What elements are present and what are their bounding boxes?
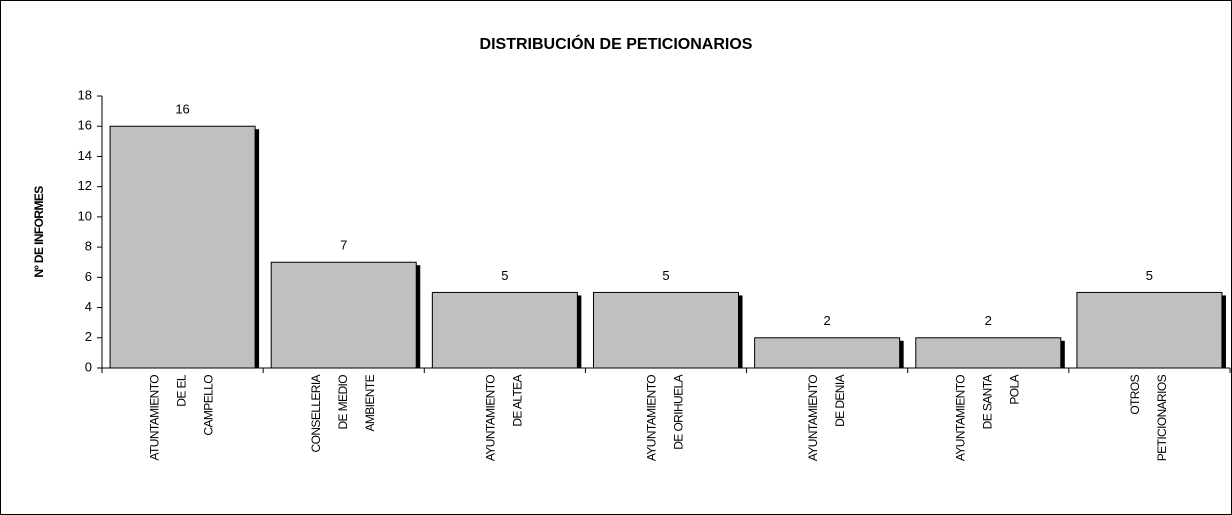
bar <box>592 291 740 369</box>
value-label: 5 <box>501 268 508 283</box>
y-tick-label: 14 <box>78 148 92 163</box>
x-tick-label: CONSELLERIA <box>309 374 323 452</box>
value-label: 5 <box>1146 268 1153 283</box>
y-tick-label: 10 <box>78 208 92 223</box>
y-axis-label: Nº DE INFORMES <box>32 186 46 278</box>
value-label: 2 <box>824 313 831 328</box>
y-tick-label: 4 <box>85 299 92 314</box>
x-tick-label: DE ORIHUELA <box>672 374 686 449</box>
bar <box>915 337 1062 369</box>
bar <box>109 125 256 369</box>
value-label: 5 <box>662 268 669 283</box>
y-tick-label: 12 <box>78 178 92 193</box>
bar <box>270 261 417 369</box>
x-tick-label: ATUNTAMIENTO <box>148 375 162 461</box>
y-tick-label: 6 <box>85 269 92 284</box>
y-tick-label: 16 <box>78 118 92 133</box>
x-tick-label: AMBIENTE <box>363 374 377 431</box>
value-label: 7 <box>340 238 347 253</box>
chart-title: DISTRIBUCIÓN DE PETICIONARIOS <box>480 34 753 53</box>
y-tick-label: 0 <box>85 359 92 374</box>
x-tick-label: POLA <box>1007 374 1021 404</box>
value-label: 2 <box>985 313 992 328</box>
bar <box>431 291 578 369</box>
x-tick-label: CAMPELLO <box>202 375 216 436</box>
bar <box>754 337 901 369</box>
x-tick-label: DE ALTEA <box>511 374 525 426</box>
y-tick-label: 18 <box>78 87 92 102</box>
x-tick-label: AYUNTAMIENTO <box>953 375 967 461</box>
x-tick-label: AYUNTAMIENTO <box>484 375 498 461</box>
x-tick-label: AYUNTAMIENTO <box>806 375 820 461</box>
x-tick-label: PETICIONARIOS <box>1155 374 1169 461</box>
x-tick-label: DE MEDIO <box>336 375 350 430</box>
x-tick-label: DE DENIA <box>833 374 847 426</box>
x-tick-label: DE EL <box>175 374 189 407</box>
y-tick-label: 2 <box>85 329 92 344</box>
y-tick-label: 8 <box>85 239 92 254</box>
value-label: 16 <box>175 102 189 117</box>
x-tick-label: AYUNTAMIENTO <box>645 375 659 461</box>
x-tick-label: OTROS <box>1128 374 1142 414</box>
bar <box>1076 291 1223 369</box>
x-tick-label: DE SANTA <box>980 374 994 429</box>
